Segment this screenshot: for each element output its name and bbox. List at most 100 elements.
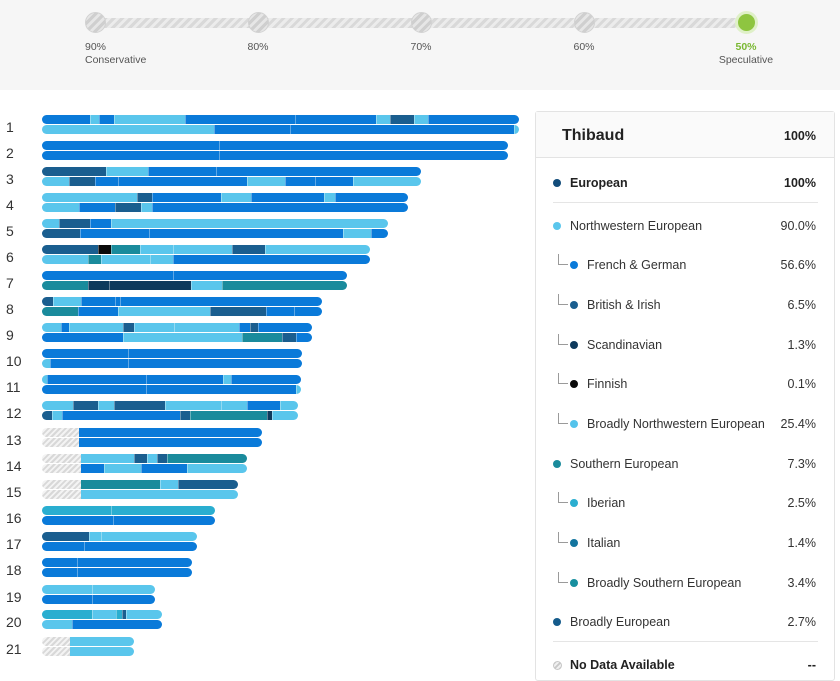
confidence-stop-60[interactable] [573,12,595,33]
segment-french-german [42,558,77,567]
ancestry-row-no-data-available[interactable]: No Data Available -- [536,656,834,678]
chromosome-strand-lower[interactable] [42,281,347,290]
chromosome-strand-lower[interactable] [42,177,421,186]
chromosome-row[interactable]: 5 [0,219,520,243]
chromosome-strand-upper[interactable] [42,297,322,306]
chromosome-strand-upper[interactable] [42,610,162,619]
ancestry-label: Iberian [587,496,626,510]
chromosome-strand-lower[interactable] [42,620,162,629]
chromosome-row[interactable]: 21 [0,637,520,661]
confidence-stop-80[interactable] [247,12,269,33]
ancestry-row-italian[interactable]: Italian 1.4% [536,532,834,556]
segment-iberian [111,506,215,515]
chromosome-row[interactable]: 1 [0,115,520,139]
chromosome-strand-upper[interactable] [42,428,262,437]
chromosome-strand-lower[interactable] [42,333,312,342]
ancestry-row-european[interactable]: European 100% [536,174,834,196]
chromosome-row[interactable]: 7 [0,271,520,295]
chromosome-strand-upper[interactable] [42,115,519,124]
chromosome-row[interactable]: 19 [0,585,520,609]
chromosome-strand-lower[interactable] [42,203,408,212]
chromosome-row[interactable]: 12 [0,401,520,425]
chromosome-strand-lower[interactable] [42,151,508,160]
chromosome-row[interactable]: 9 [0,323,520,347]
chromosome-strand-upper[interactable] [42,401,298,410]
ancestry-row-broadly-southern-european[interactable]: Broadly Southern European 3.4% [536,572,834,596]
chromosome-strand-upper[interactable] [42,480,238,489]
confidence-stop-50[interactable] [734,11,758,34]
chromosome-row[interactable]: 8 [0,297,520,321]
chromosome-strand-upper[interactable] [42,532,197,541]
ancestry-row-finnish[interactable]: Finnish 0.1% [536,373,834,397]
chromosome-strand-lower[interactable] [42,307,322,316]
chromosome-strand-lower[interactable] [42,229,388,238]
chromosome-strand-lower[interactable] [42,595,155,604]
chromosome-row[interactable]: 20 [0,610,520,634]
ancestry-row-scandinavian[interactable]: Scandinavian 1.3% [536,334,834,358]
chromosome-strand-lower[interactable] [42,647,134,656]
ancestry-row-broadly-northwestern-european[interactable]: Broadly Northwestern European 25.4% [536,413,834,437]
chromosome-row[interactable]: 13 [0,428,520,452]
confidence-stop-70[interactable] [410,12,432,33]
segment-nw-european [92,610,117,619]
segment-nw-european [221,193,251,202]
segment-french-german [42,141,220,150]
chromosome-strand-upper[interactable] [42,349,302,358]
chromosome-row[interactable]: 15 [0,480,520,504]
segment-iberian [42,610,93,619]
chromosome-strand-lower[interactable] [42,568,192,577]
chromosome-strand-lower[interactable] [42,542,197,551]
ancestry-row-northwestern-european[interactable]: Northwestern European 90.0% [536,217,834,239]
chromosome-strand-upper[interactable] [42,323,312,332]
chromosome-row[interactable]: 4 [0,193,520,217]
ancestry-label: British & Irish [587,298,661,312]
chromosome-strand-upper[interactable] [42,219,388,228]
segment-french-german [290,125,515,134]
chromosome-strand-lower[interactable] [42,385,301,394]
chromosome-row[interactable]: 17 [0,532,520,556]
segment-french-german [428,115,519,124]
chromosome-strand-lower[interactable] [42,464,247,473]
chromosome-row[interactable]: 2 [0,141,520,165]
segment-british-irish [209,307,266,316]
chromosome-strand-upper[interactable] [42,506,215,515]
segment-nw-european [246,177,285,186]
segment-british-irish [68,177,96,186]
segment-nw-european [42,219,60,228]
chromosome-number: 4 [6,197,14,213]
chromosome-row[interactable]: 6 [0,245,520,269]
chromosome-strand-upper[interactable] [42,245,370,254]
ancestry-row-british-irish[interactable]: British & Irish 6.5% [536,294,834,318]
chromosome-strand-lower[interactable] [42,125,519,134]
segment-british-irish [42,167,107,176]
chromosome-strand-upper[interactable] [42,167,421,176]
chromosome-strand-lower[interactable] [42,490,238,499]
ancestry-row-french-german[interactable]: French & German 56.6% [536,254,834,278]
chromosome-strand-upper[interactable] [42,637,134,646]
ancestry-row-southern-european[interactable]: Southern European 7.3% [536,455,834,477]
chromosome-strand-lower[interactable] [42,255,370,264]
chromosome-strand-upper[interactable] [42,141,508,150]
chromosome-row[interactable]: 18 [0,558,520,582]
chromosome-strand-upper[interactable] [42,558,192,567]
chromosome-strand-upper[interactable] [42,271,347,280]
chromosome-strand-upper[interactable] [42,375,301,384]
chromosome-row[interactable]: 16 [0,506,520,530]
ancestry-row-broadly-european[interactable]: Broadly European 2.7% [536,613,834,635]
ancestry-row-iberian[interactable]: Iberian 2.5% [536,492,834,516]
chromosome-strand-lower[interactable] [42,438,262,447]
legend-color-dot [570,301,578,309]
chromosome-row[interactable]: 14 [0,454,520,478]
chromosome-row[interactable]: 10 [0,349,520,373]
chromosome-strand-upper[interactable] [42,585,155,594]
chromosome-strand-lower[interactable] [42,411,298,420]
chromosome-row[interactable]: 3 [0,167,520,191]
confidence-stop-90[interactable] [84,12,106,33]
chromosome-strand-lower[interactable] [42,516,215,525]
segment-finnish [97,245,111,254]
chromosome-strand-upper[interactable] [42,454,247,463]
chromosome-strand-lower[interactable] [42,359,302,368]
chromosome-strand-upper[interactable] [42,193,408,202]
chromosome-row[interactable]: 11 [0,375,520,399]
segment-british-irish [113,401,165,410]
